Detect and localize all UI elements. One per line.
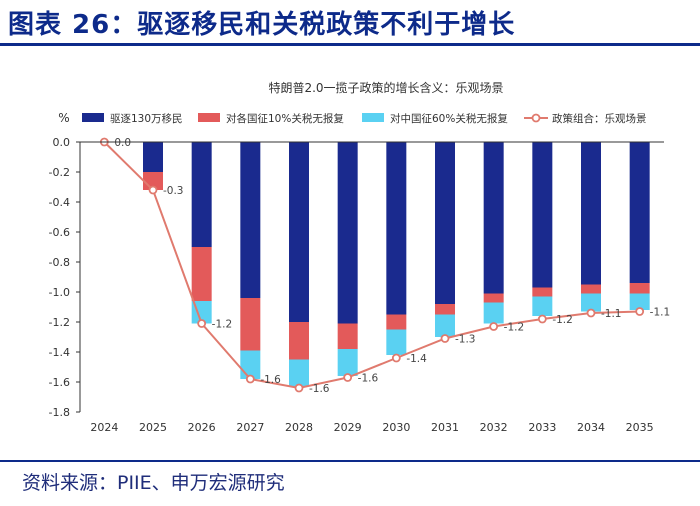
combo-line-point: [197, 319, 207, 328]
bar-china-tariff: [581, 293, 601, 312]
y-tick-label: -0.8: [49, 256, 70, 269]
y-tick-label: -1.4: [49, 346, 70, 359]
bar-china-tariff: [289, 359, 309, 387]
bar-china-tariff: [435, 314, 455, 337]
bar-deport: [581, 142, 601, 285]
x-tick-label: 2030: [382, 421, 410, 434]
legend-swatch-marker: [531, 113, 541, 123]
combo-line-path: [103, 141, 640, 390]
bar-china-tariff: [483, 302, 504, 324]
chart-title: 特朗普2.0一揽子政策的增长含义：乐观场景: [268, 80, 503, 95]
source-note: 资料来源：PIIE、申万宏源研究: [22, 472, 285, 494]
bar-eu-tariff: [337, 323, 358, 349]
bar-eu-tariff: [532, 287, 553, 297]
combo-data-label: -1.2: [212, 319, 233, 331]
y-tick-label: -1.2: [49, 316, 70, 329]
combo-data-label: -0.3: [163, 185, 184, 197]
bars-layer: [143, 142, 650, 387]
y-tick-label: -1.6: [49, 376, 70, 389]
legend-label: 对中国征60%关税无报复: [390, 112, 508, 125]
x-tick-label: 2032: [480, 421, 508, 434]
bar-eu-tariff: [191, 247, 212, 301]
bar-china-tariff: [532, 296, 553, 316]
bar-deport: [483, 142, 504, 294]
x-tick-label: 2029: [334, 421, 362, 434]
bar-eu-tariff: [581, 284, 601, 294]
bar-china-tariff: [629, 293, 650, 310]
x-tick-label: 2028: [285, 421, 313, 434]
footer-divider: [0, 460, 700, 462]
legend-swatch: [82, 113, 104, 122]
combo-data-label: -1.2: [504, 322, 524, 334]
y-tick-label: -0.2: [49, 166, 70, 179]
title-divider: [0, 43, 700, 46]
y-tick-label: -1.0: [49, 286, 70, 299]
x-axis: 2024 2025 2026 2027 2028 2029 2030 2031 2032 2033…: [80, 141, 664, 434]
bar-eu-tariff: [483, 293, 504, 303]
bar-eu-tariff: [629, 283, 650, 294]
bar-deport: [143, 142, 163, 172]
y-tick-label: -1.8: [49, 406, 70, 419]
combo-data-label: -1.4: [406, 353, 427, 365]
combo-line-point: [245, 374, 255, 384]
combo-line-point: [586, 308, 596, 318]
combo-line-point: [391, 353, 401, 363]
bar-china-tariff: [337, 349, 358, 376]
combo-data-label: -1.1: [650, 307, 671, 319]
legend-label: 驱逐130万移民: [110, 112, 183, 125]
x-tick-label: 2033: [528, 421, 556, 434]
combo-data-label: -1.6: [309, 383, 330, 395]
x-tick-label: 2031: [431, 421, 459, 434]
combo-data-label: -1.6: [358, 373, 379, 385]
combo-data-label: -1.2: [552, 314, 573, 326]
combo-line-point: [294, 383, 304, 393]
bar-deport: [629, 142, 650, 283]
x-tick-label: 2025: [139, 421, 167, 434]
x-tick-label: 2027: [236, 421, 264, 434]
y-axis-unit: %: [58, 111, 69, 125]
bar-china-tariff: [386, 329, 407, 355]
bar-deport: [435, 142, 455, 304]
y-axis: 0.0 -0.2 -0.4 -0.6 -0.8 -1.0 -1.2 -1.4 -1.6 -1.8: [49, 136, 81, 419]
combo-data-label: 0.0: [114, 137, 131, 149]
legend-swatch: [198, 113, 220, 122]
y-tick-label: -0.6: [49, 226, 70, 239]
combo-line-point: [148, 185, 158, 195]
y-tick-label: 0.0: [53, 136, 71, 149]
legend: 驱逐130万移民 对各国征10%关税无报复 对中国征60%关税无报复 政策组合：乐观场…: [82, 112, 647, 125]
combo-line-point: [343, 373, 353, 382]
bar-china-tariff: [191, 301, 212, 324]
bar-eu-tariff: [289, 322, 309, 360]
combo-line-point: [440, 334, 450, 343]
combo-data-label: -1.6: [260, 374, 281, 386]
bar-eu-tariff: [435, 304, 455, 315]
bar-deport: [191, 142, 212, 247]
combo-line-point: [489, 322, 499, 331]
bar-deport: [289, 142, 309, 322]
bar-deport: [532, 142, 553, 288]
combo-line-point: [537, 314, 547, 324]
bar-eu-tariff: [240, 298, 261, 351]
combo-data-label: -1.3: [455, 334, 476, 346]
bar-eu-tariff: [386, 314, 407, 330]
combo-line-layer: 0.0 -0.3 -1.2 -1.6 -1.6 -1.6 -1.4 -1.3 -1.2 -1.2 -…: [99, 137, 671, 395]
legend-label: 对各国征10%关税无报复: [226, 112, 344, 125]
legend-label: 政策组合：乐观场景: [552, 112, 647, 125]
figure-title: 图表 26：驱逐移民和关税政策不利于增长: [8, 10, 516, 40]
legend-swatch: [362, 113, 384, 122]
combo-line-point: [635, 307, 645, 316]
x-tick-label: 2035: [626, 421, 654, 434]
x-tick-label: 2026: [188, 421, 216, 434]
combo-data-label: -1.1: [601, 308, 622, 320]
combo-chart: 特朗普2.0一揽子政策的增长含义：乐观场景 % 驱逐130万移民 对各国征10%关…: [49, 80, 671, 434]
bar-deport: [337, 142, 358, 324]
x-tick-label: 2034: [577, 421, 605, 434]
y-tick-label: -0.4: [49, 196, 70, 209]
bar-deport: [386, 142, 407, 315]
x-tick-label: 2024: [90, 421, 118, 434]
bar-deport: [240, 142, 261, 298]
